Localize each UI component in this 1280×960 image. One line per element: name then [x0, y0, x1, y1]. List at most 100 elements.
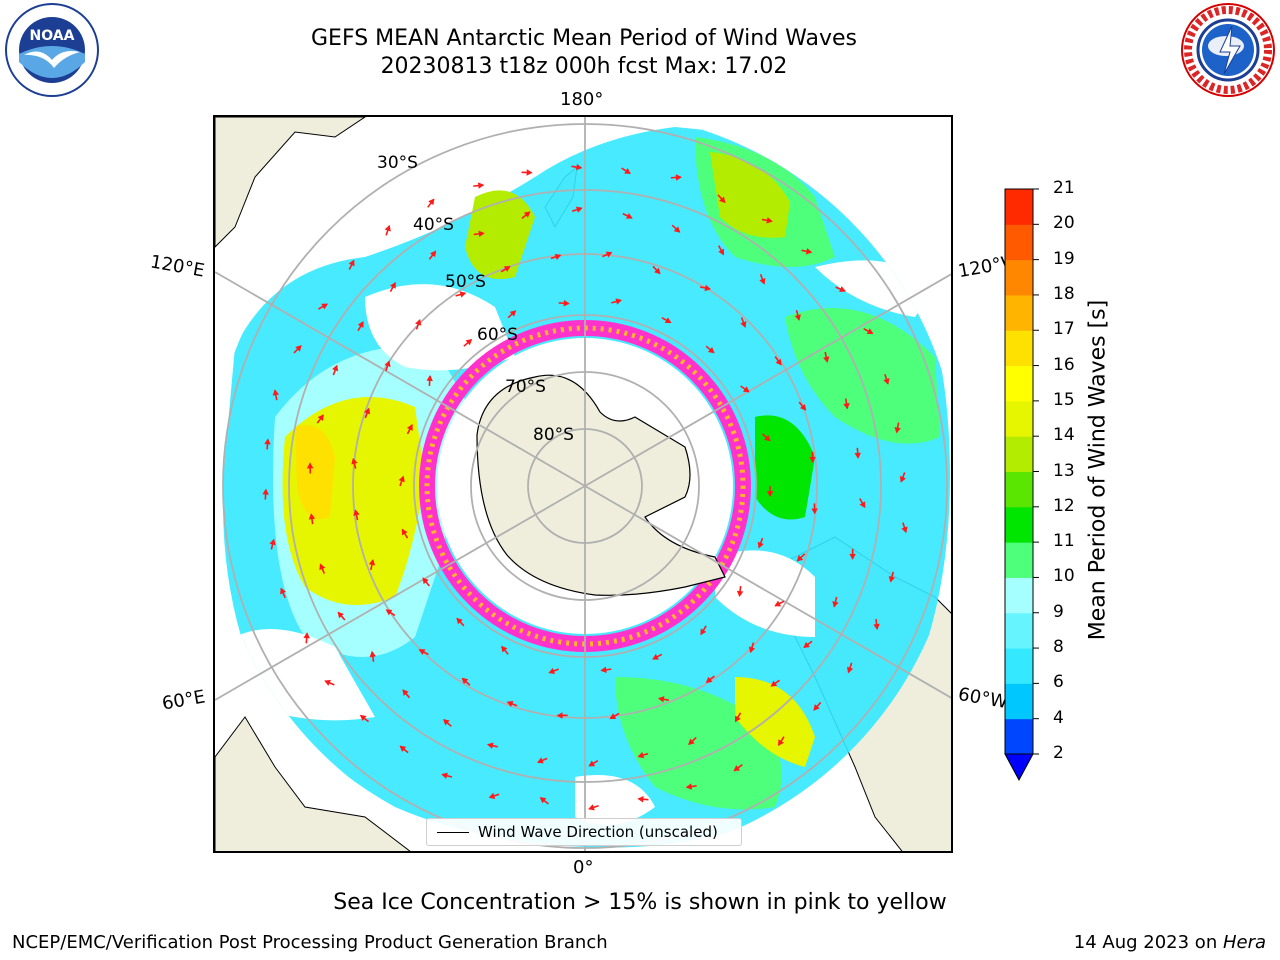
- wind-wave-arrowhead: [809, 456, 816, 463]
- wind-wave-arrowhead: [317, 414, 324, 422]
- colorbar-segment: [1005, 612, 1033, 649]
- wind-wave-arrowhead: [759, 277, 766, 285]
- wind-wave-arrowhead: [734, 715, 741, 723]
- colorbar-segment: [1005, 506, 1033, 543]
- colorbar: [1004, 188, 1039, 782]
- lon-label-180: 180°: [560, 89, 604, 110]
- wind-wave-arrowhead: [461, 677, 469, 685]
- wind-wave-arrowhead: [308, 513, 316, 520]
- wind-wave-arrowhead: [805, 248, 813, 255]
- map-title: GEFS MEAN Antarctic Mean Period of Wind …: [311, 26, 857, 51]
- wind-wave-arrowhead: [774, 600, 782, 607]
- map-legend: Wind Wave Direction (unscaled): [426, 818, 742, 846]
- wind-wave-arrowhead: [478, 182, 485, 189]
- wind-wave-arrowhead: [459, 291, 467, 298]
- wind-wave-arrowhead: [588, 760, 596, 767]
- wind-wave-arrowhead: [813, 704, 820, 711]
- wind-wave-arrowhead: [718, 248, 724, 256]
- wind-wave-arrowhead: [337, 611, 344, 619]
- footer-machine: Hera: [1222, 932, 1266, 953]
- lat-label-30s: 30°S: [377, 153, 418, 173]
- lon-label-0: 0°: [573, 857, 594, 878]
- colorbar-tick-label: 14: [1053, 425, 1075, 446]
- footer-producer: NCEP/EMC/Verification Post Processing Pr…: [12, 932, 608, 953]
- wind-wave-arrowhead: [766, 491, 774, 498]
- wind-wave-arrowhead: [883, 378, 890, 385]
- footer-date-text: 14 Aug 2023 on: [1073, 932, 1223, 953]
- colorbar-tick-label: 15: [1053, 389, 1075, 410]
- wind-wave-arrowhead: [306, 462, 314, 469]
- colorbar-segment: [1005, 648, 1033, 684]
- wind-wave-arrowhead: [443, 719, 450, 726]
- wind-wave-arrowhead: [501, 645, 508, 653]
- lon-label-60w: 60°W: [956, 683, 1010, 714]
- wind-wave-arrowhead: [799, 404, 807, 411]
- noaa-logo: NOAA: [5, 3, 99, 97]
- wind-wave-arrowhead: [901, 526, 908, 534]
- wind-wave-arrowhead: [742, 386, 750, 393]
- lon-label-120e: 120°E: [148, 251, 207, 282]
- wind-wave-arrowhead: [700, 628, 707, 636]
- colorbar-segment: [1005, 577, 1033, 614]
- colorbar-tick-label: 17: [1053, 319, 1075, 340]
- wind-wave-arrowhead: [575, 206, 583, 213]
- wind-wave-arrowhead: [736, 590, 744, 597]
- colorbar-segment: [1005, 436, 1033, 472]
- colorbar-segment: [1005, 542, 1033, 578]
- colorbar-segment: [1005, 259, 1033, 296]
- polar-map-canvas: [215, 117, 951, 851]
- colorbar-tick-label: 10: [1053, 566, 1075, 587]
- colorbar-tick-label: 4: [1053, 707, 1064, 728]
- wind-wave-arrowhead: [506, 700, 514, 707]
- wind-wave-arrowhead: [478, 230, 485, 238]
- wind-wave-arrowhead: [548, 667, 556, 674]
- colorbar-tick-label: 11: [1053, 531, 1075, 552]
- wind-wave-arrowhead: [873, 623, 880, 631]
- wind-wave-arrowhead: [843, 402, 850, 410]
- wind-wave-arrowhead: [796, 555, 804, 562]
- wind-wave-arrowhead: [652, 653, 659, 660]
- wind-wave-arrowhead: [563, 299, 570, 307]
- wind-wave-arrowhead: [441, 772, 448, 779]
- wind-wave-arrowhead: [554, 253, 562, 260]
- wind-wave-arrowhead: [509, 310, 517, 317]
- colorbar-segment: [1005, 330, 1033, 367]
- wind-wave-arrowhead: [859, 501, 866, 509]
- wind-wave-arrowhead: [264, 438, 271, 445]
- wind-wave-arrowhead: [486, 742, 494, 749]
- wind-wave-arrowhead: [402, 689, 409, 696]
- wind-wave-arrowhead: [401, 528, 408, 536]
- wind-wave-arrowhead: [385, 609, 393, 616]
- wind-wave-arrowhead: [664, 317, 672, 324]
- legend-line-icon: [437, 831, 469, 833]
- wind-wave-arrowhead: [675, 174, 682, 181]
- colorbar-tick-label: 19: [1053, 248, 1075, 269]
- wind-wave-arrowhead: [280, 587, 287, 595]
- colorbar-tick-label: 18: [1053, 283, 1075, 304]
- wind-wave-arrowhead: [757, 541, 764, 549]
- wind-wave-arrowhead: [262, 488, 269, 495]
- wind-wave-arrowhead: [794, 314, 801, 321]
- colorbar-tick-label: 20: [1053, 213, 1075, 234]
- wind-wave-arrowhead: [523, 211, 531, 218]
- wind-wave-arrowhead: [295, 345, 302, 352]
- wind-wave-arrowhead: [269, 538, 276, 546]
- colorbar-tick-label: 2: [1053, 743, 1064, 763]
- lat-label-50s: 50°S: [445, 272, 486, 292]
- colorbar-segment: [1005, 400, 1033, 437]
- wind-wave-arrowhead: [556, 712, 563, 719]
- wind-wave-arrowhead: [839, 286, 846, 293]
- colorbar-segment: [1005, 189, 1033, 225]
- colorbar-segment: [1005, 683, 1033, 720]
- colorbar-tick-label: 12: [1053, 495, 1075, 516]
- wind-wave-arrowhead: [418, 649, 426, 655]
- wind-wave-arrowhead: [422, 577, 429, 585]
- wind-wave-arrowhead: [406, 424, 413, 431]
- colorbar-tick-label: 13: [1053, 460, 1075, 481]
- wind-wave-arrowhead: [348, 259, 355, 267]
- wind-wave-arrowhead: [654, 267, 661, 275]
- colorbar-tick-label: 8: [1053, 637, 1064, 658]
- wind-wave-arrowhead: [588, 804, 595, 811]
- wind-wave-arrowhead: [303, 632, 310, 639]
- wind-wave-arrowhead: [351, 457, 358, 465]
